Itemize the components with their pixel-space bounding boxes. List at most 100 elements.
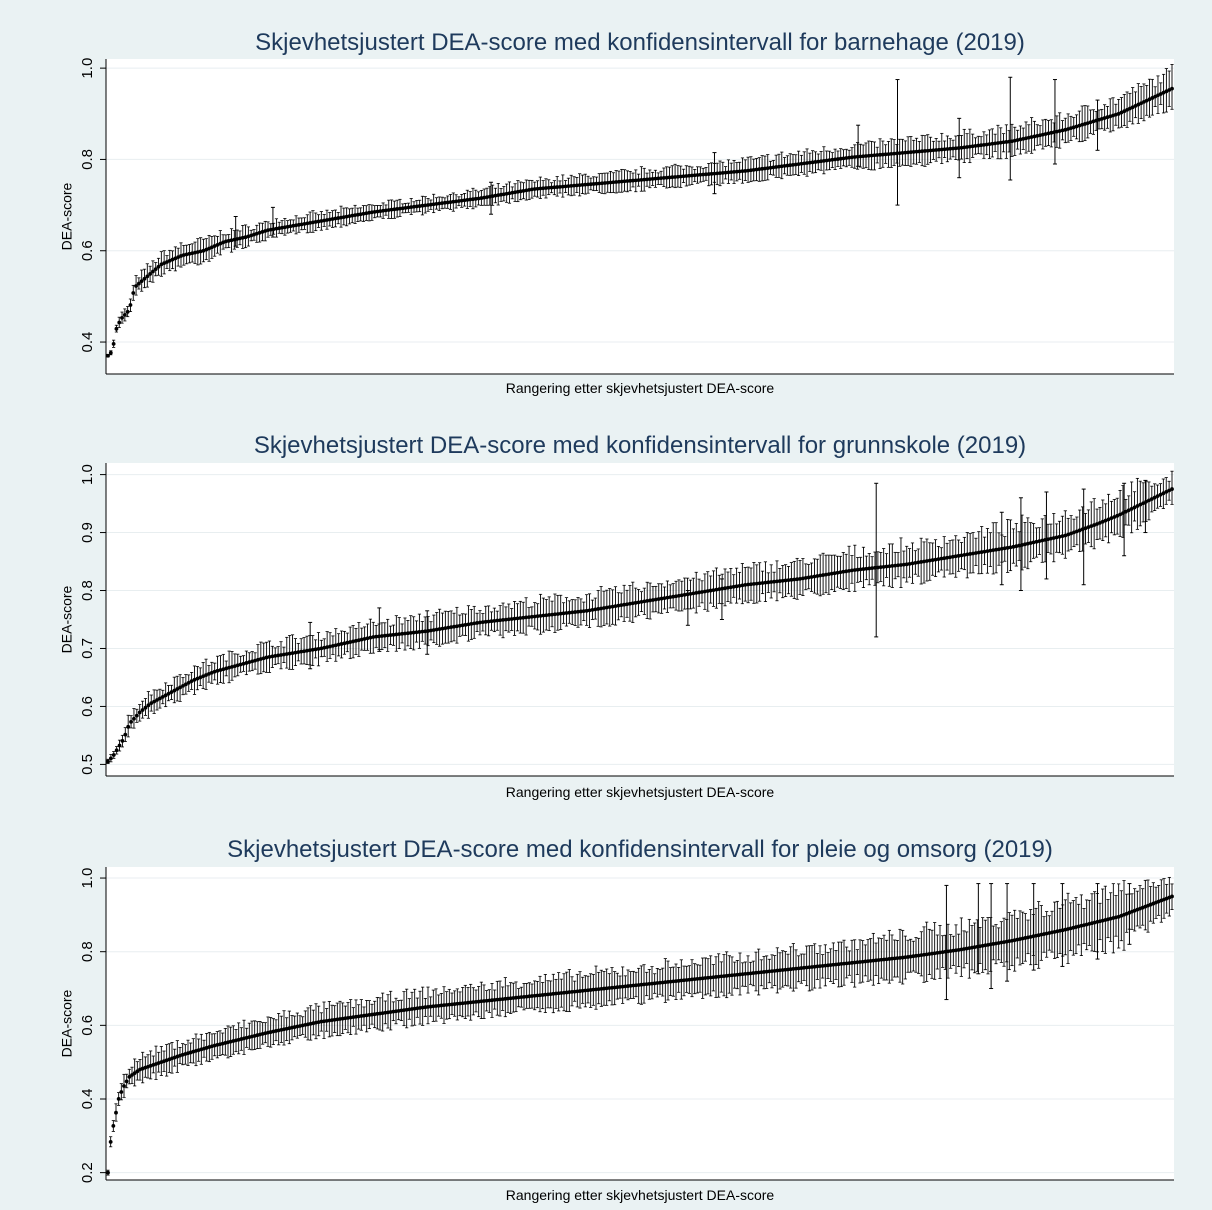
score-point — [704, 172, 708, 177]
score-point — [850, 568, 854, 573]
score-point — [656, 176, 661, 181]
score-point — [769, 580, 774, 584]
score-point — [463, 622, 468, 627]
score-point — [751, 582, 756, 586]
score-point — [1004, 140, 1009, 144]
score-point — [499, 192, 503, 197]
score-point — [135, 1069, 140, 1074]
score-point — [1057, 534, 1062, 539]
x-axis-label: Rangering etter skjevhetsjustert DEA-sco… — [506, 784, 775, 800]
score-point — [313, 220, 318, 224]
score-point — [775, 579, 779, 584]
score-point — [734, 584, 739, 589]
score-point — [476, 196, 481, 201]
score-point — [920, 149, 925, 154]
score-point — [411, 630, 416, 635]
score-point — [372, 209, 377, 214]
score-point — [218, 668, 223, 672]
score-point — [478, 620, 482, 625]
score-point — [351, 639, 355, 644]
score-point — [271, 227, 276, 232]
score-point — [563, 184, 568, 189]
score-point — [1115, 513, 1120, 518]
score-point — [452, 624, 456, 629]
score-point — [970, 144, 975, 149]
score-point — [662, 596, 667, 601]
score-point — [914, 149, 919, 154]
score-point — [479, 196, 484, 200]
score-point — [1141, 501, 1146, 506]
score-point — [186, 680, 191, 685]
plot-area — [106, 59, 1174, 374]
score-point — [616, 603, 621, 608]
score-point — [567, 610, 572, 615]
score-point — [838, 570, 843, 575]
score-point — [1074, 529, 1079, 534]
score-point — [729, 170, 734, 175]
score-point — [1170, 487, 1174, 491]
score-point — [521, 615, 526, 620]
score-point — [872, 153, 877, 158]
score-point — [1106, 517, 1111, 522]
score-point — [749, 582, 753, 587]
score-point — [369, 210, 374, 215]
score-point — [687, 173, 692, 178]
score-point — [294, 223, 298, 228]
score-point — [201, 674, 206, 679]
score-point — [904, 562, 909, 567]
score-point — [466, 622, 471, 627]
y-tick-label: 0.4 — [79, 1089, 96, 1110]
score-point — [982, 142, 986, 147]
score-point — [127, 1074, 132, 1079]
score-point — [483, 619, 488, 624]
score-point — [330, 217, 335, 221]
score-point — [414, 204, 419, 209]
score-point — [183, 682, 188, 687]
score-point — [313, 647, 318, 652]
score-point — [884, 564, 889, 569]
y-tick-label: 0.4 — [79, 332, 96, 353]
score-point — [922, 559, 926, 564]
plot-area — [106, 867, 1174, 1180]
score-point — [1060, 534, 1065, 539]
score-point — [829, 571, 834, 576]
score-point — [480, 620, 485, 625]
score-point — [1011, 544, 1016, 549]
score-point — [661, 176, 666, 180]
score-point — [786, 578, 791, 583]
score-point — [518, 189, 523, 194]
score-point — [984, 142, 989, 147]
score-point — [836, 157, 840, 161]
score-point — [593, 607, 598, 612]
score-point — [673, 175, 677, 179]
score-point — [305, 648, 309, 653]
score-point — [939, 556, 944, 561]
score-point — [1063, 533, 1068, 538]
score-point — [647, 177, 652, 182]
score-point — [1007, 139, 1012, 144]
score-point — [916, 560, 921, 565]
chart-title: Skjevhetsjustert DEA-score med konfidens… — [255, 29, 1025, 56]
score-point — [253, 658, 257, 663]
score-point — [821, 573, 826, 577]
score-point — [789, 577, 794, 582]
score-point — [596, 607, 601, 611]
score-point — [694, 591, 699, 595]
score-point — [723, 586, 727, 591]
score-point — [270, 654, 275, 659]
score-point — [677, 593, 681, 598]
score-point — [608, 180, 613, 185]
score-point — [1054, 535, 1059, 540]
score-point — [564, 611, 569, 615]
score-point — [614, 180, 619, 184]
score-point — [1001, 140, 1006, 145]
score-point — [858, 154, 863, 159]
score-point — [795, 577, 800, 582]
score-point — [821, 158, 826, 163]
score-point — [990, 141, 995, 146]
score-point — [679, 593, 684, 598]
score-point — [261, 656, 266, 661]
score-point — [513, 190, 517, 195]
score-point — [720, 586, 725, 591]
